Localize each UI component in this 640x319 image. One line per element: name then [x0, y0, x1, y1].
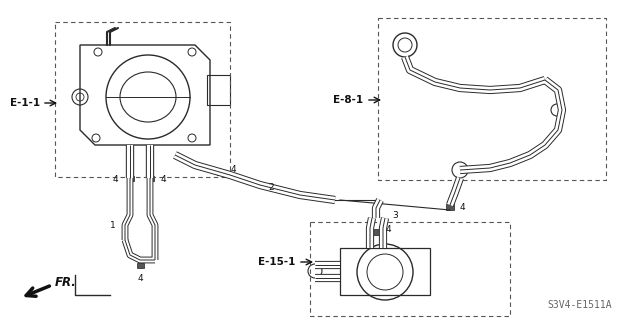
- Polygon shape: [127, 175, 134, 181]
- Text: 4: 4: [460, 203, 466, 211]
- Text: E-8-1: E-8-1: [333, 95, 363, 105]
- Polygon shape: [136, 263, 143, 268]
- Text: 4: 4: [386, 226, 392, 234]
- Text: 1: 1: [110, 220, 116, 229]
- Polygon shape: [446, 204, 454, 210]
- Text: S3V4-E1511A: S3V4-E1511A: [548, 300, 612, 310]
- Text: 4: 4: [137, 274, 143, 283]
- Polygon shape: [216, 169, 223, 174]
- Text: E-15-1: E-15-1: [258, 257, 295, 267]
- Text: FR.: FR.: [55, 277, 77, 290]
- Text: 3: 3: [392, 211, 397, 220]
- Polygon shape: [147, 175, 154, 181]
- Polygon shape: [372, 229, 380, 235]
- Text: 2: 2: [268, 182, 274, 191]
- Text: 4: 4: [113, 174, 118, 183]
- Text: 4: 4: [231, 165, 237, 174]
- Text: E-1-1: E-1-1: [10, 98, 40, 108]
- Text: 4: 4: [161, 174, 166, 183]
